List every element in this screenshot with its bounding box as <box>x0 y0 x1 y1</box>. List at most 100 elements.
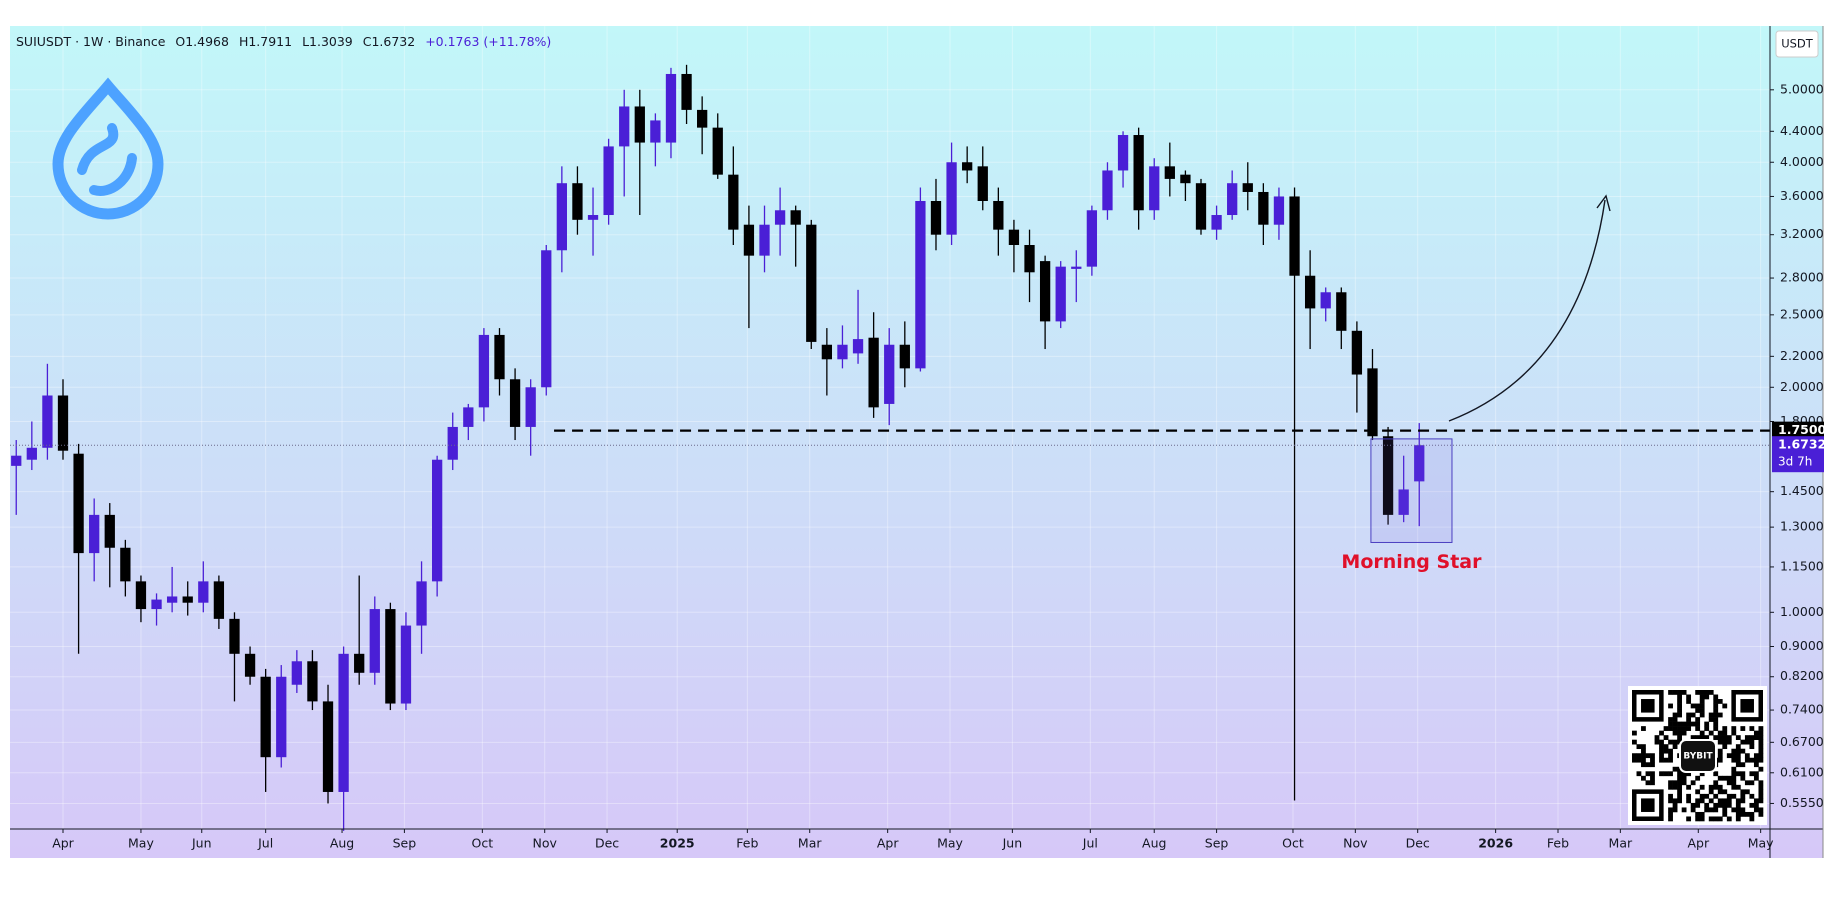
x-tick-label: Mar <box>798 836 822 851</box>
qr-cell <box>1668 816 1673 822</box>
y-tick-label: 3.2000 <box>1780 226 1824 241</box>
qr-cell <box>1677 721 1682 727</box>
candle-body <box>120 547 131 582</box>
qr-cell <box>1645 762 1651 768</box>
qr-cell <box>1722 744 1728 750</box>
x-tick-label: Aug <box>1142 836 1166 851</box>
qr-cell <box>1740 811 1746 817</box>
candle-body <box>166 596 178 603</box>
qr-cell <box>1749 802 1755 808</box>
y-tick-label: 0.5550 <box>1780 795 1824 810</box>
countdown: 3d 7h <box>1778 455 1812 469</box>
qr-cell <box>1749 744 1755 750</box>
qr-cell <box>1686 816 1692 822</box>
qr-cell <box>1704 694 1710 700</box>
qr-cell <box>1731 730 1737 736</box>
qr-cell <box>1677 726 1682 731</box>
last-price-box <box>1772 436 1824 473</box>
qr-cell <box>1641 726 1646 731</box>
plot-background <box>10 26 1823 858</box>
candle-body <box>665 73 677 143</box>
qr-cell <box>1722 775 1728 781</box>
y-tick-label: 0.7400 <box>1780 702 1824 717</box>
qr-cell <box>1681 721 1687 727</box>
qr-cell <box>1731 780 1737 786</box>
qr-cell <box>1713 793 1719 799</box>
qr-cell <box>1744 739 1750 745</box>
qr-cell <box>1641 748 1646 754</box>
y-tick-label: 0.6700 <box>1780 734 1824 749</box>
x-tick-label: Jun <box>1002 836 1023 851</box>
candle-body <box>463 407 474 427</box>
qr-cell <box>1717 712 1723 718</box>
qr-cell <box>1663 748 1669 754</box>
qr-cell <box>1722 739 1728 745</box>
qr-cell <box>1632 739 1637 745</box>
qr-cell <box>1753 802 1759 808</box>
qr-cell <box>1677 708 1682 713</box>
qr-cell <box>1690 735 1696 740</box>
qr-cell <box>1695 708 1701 713</box>
candle-body <box>431 459 443 582</box>
qr-cell <box>1695 690 1701 695</box>
x-tick-label: 2025 <box>660 836 695 851</box>
qr-cell <box>1704 793 1710 799</box>
qr-cell <box>1681 726 1687 731</box>
level-price-label: 1.7500 <box>1778 422 1827 437</box>
qr-cell <box>1668 721 1673 727</box>
x-tick-label: Nov <box>1343 836 1368 851</box>
qr-cell <box>1677 789 1682 795</box>
candle-body <box>1367 368 1378 437</box>
qr-cell <box>1713 816 1719 822</box>
qr-cell <box>1753 771 1759 777</box>
candle-body <box>821 344 833 360</box>
qr-cell <box>1632 753 1637 759</box>
qr-cell <box>1749 816 1755 822</box>
qr-cell <box>1731 775 1737 781</box>
qr-cell <box>1695 802 1701 808</box>
qr-cell <box>1650 775 1655 781</box>
x-tick-label: Sep <box>1205 836 1229 851</box>
qr-cell <box>1695 775 1701 781</box>
qr-cell <box>1668 757 1673 763</box>
qr-cell <box>1681 807 1687 813</box>
qr-cell <box>1704 726 1710 731</box>
level-price-box <box>1772 421 1824 440</box>
qr-cell <box>1677 775 1682 781</box>
annotation: Morning Star <box>1341 551 1482 573</box>
qr-cell <box>1744 757 1750 763</box>
qr-cell <box>1677 798 1682 804</box>
qr-cell <box>1740 726 1746 731</box>
qr-cell <box>1708 789 1714 795</box>
candle-body <box>743 224 755 256</box>
qr-finder <box>1731 689 1764 722</box>
open-label: O1.4968 <box>175 34 229 49</box>
low-label: L1.3039 <box>302 34 353 49</box>
candle-body <box>852 339 864 354</box>
qr-cell <box>1668 811 1673 817</box>
x-tick-label: 2026 <box>1478 836 1513 851</box>
qr-cell <box>1744 789 1750 795</box>
candle-body <box>26 447 37 460</box>
qr-cell <box>1722 730 1728 736</box>
candle-body <box>697 109 708 128</box>
candle-body <box>603 146 614 216</box>
qr-cell <box>1740 775 1746 781</box>
qr-cell <box>1690 703 1696 709</box>
y-tick-label: 2.8000 <box>1780 270 1824 285</box>
qr-cell <box>1735 762 1741 768</box>
qr-cell <box>1744 753 1750 759</box>
candle-body <box>416 581 427 626</box>
candle-body <box>1304 275 1316 309</box>
qr-cell <box>1758 811 1764 817</box>
qr-cell <box>1645 771 1651 777</box>
y-tick-label: 5.0000 <box>1780 81 1824 96</box>
qr-cell <box>1650 771 1655 777</box>
qr-cell <box>1753 753 1759 759</box>
qr-cell <box>1686 717 1692 722</box>
candle-body <box>182 596 193 603</box>
qr-cell <box>1641 744 1646 750</box>
qr-cell <box>1677 712 1682 718</box>
qr-cell <box>1672 744 1678 750</box>
qr-cell <box>1740 798 1746 804</box>
